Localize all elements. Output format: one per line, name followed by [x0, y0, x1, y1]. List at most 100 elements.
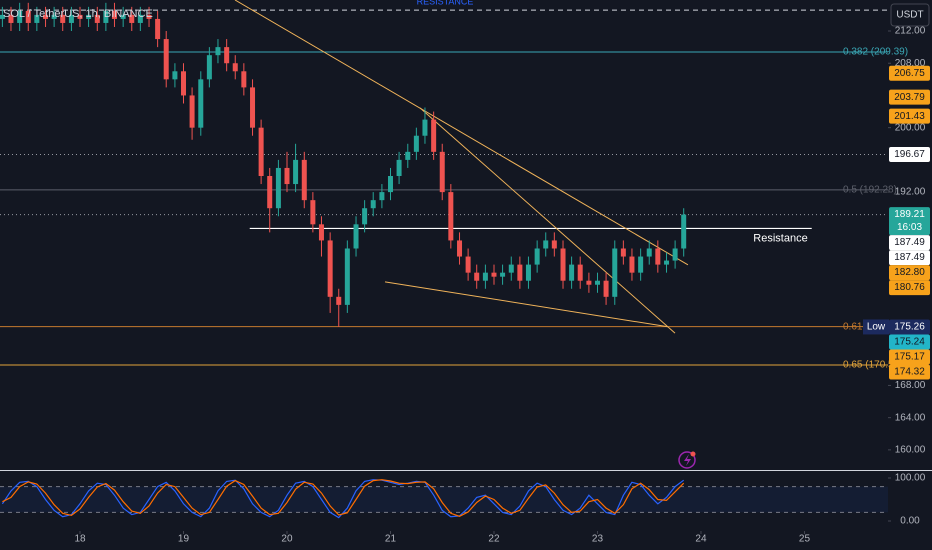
candle-body [189, 95, 195, 128]
candle-body [362, 208, 368, 225]
price-badge [889, 235, 930, 251]
candle-body [241, 71, 247, 88]
price-badge [889, 108, 930, 124]
price-badge-label: 203.79 [894, 92, 925, 103]
candle-body [664, 260, 670, 265]
price-badge [889, 265, 930, 281]
y-tick-label: 208.00 [895, 58, 926, 69]
candle-body [465, 256, 471, 273]
drawings: 0.382 (209.39)0.5 (192.28)0.618 (175.0.6… [0, 0, 908, 371]
x-tick-label: 20 [281, 534, 293, 545]
oscillator-line [1, 479, 685, 519]
candle-body [0, 14, 5, 19]
candle-body [206, 55, 212, 80]
price-badge-label: 206.75 [894, 68, 925, 79]
candle-body [250, 87, 256, 128]
fib-label: 0.5 (192.28) [843, 184, 897, 195]
x-tick-label: 22 [488, 534, 500, 545]
candle-body [681, 214, 687, 249]
candle-body [111, 10, 117, 19]
candle-body [457, 240, 463, 257]
candle-body [224, 47, 230, 64]
candle-body [275, 167, 281, 209]
price-badge [889, 207, 930, 236]
price-badge-sub: 16:03 [897, 222, 922, 233]
candle-body [146, 14, 152, 19]
candle-body [51, 14, 57, 19]
candle-body [638, 256, 644, 273]
candle-body [508, 264, 514, 273]
candle-body [267, 175, 273, 209]
y-tick-label: 168.00 [895, 380, 926, 391]
y-tick-label: 200.00 [895, 122, 926, 133]
candle-body [344, 248, 350, 305]
candle-body [551, 240, 557, 249]
price-badge-label: 189.21 [894, 209, 925, 220]
candle-body [215, 47, 221, 56]
x-tick-label: 25 [799, 534, 811, 545]
candle-body [232, 63, 238, 72]
alert-bolt [684, 454, 691, 466]
candle-body [94, 14, 100, 23]
oscillator-line [2, 479, 685, 517]
candle-body [301, 159, 307, 201]
price-badge [889, 364, 930, 380]
currency-button[interactable] [890, 3, 930, 27]
candle-body [569, 264, 575, 281]
candle-body [163, 39, 169, 80]
candle-body [431, 119, 437, 152]
x-tick-label: 18 [74, 534, 86, 545]
trendline [384, 281, 669, 328]
candle-body [198, 79, 204, 128]
y-tick-label: 192.00 [895, 187, 926, 198]
candle-body [34, 14, 40, 23]
price-badge-label: 180.76 [894, 282, 925, 293]
candle-body [155, 18, 161, 40]
currency-label: USDT [896, 10, 923, 21]
candle-body [396, 159, 402, 176]
candle-body [543, 240, 549, 249]
candle-body [293, 159, 299, 185]
candle-body [68, 14, 74, 23]
candle-body [43, 14, 49, 19]
x-tick-label: 19 [178, 534, 190, 545]
candle-body [77, 14, 83, 19]
chart-title: SOL / TetherUS, 1h, BINANCE [3, 8, 153, 20]
price-badge [889, 349, 930, 365]
candle-body [370, 200, 376, 209]
candle-body [603, 280, 609, 297]
price-badge-tag [863, 319, 889, 335]
trendline [234, 0, 689, 266]
candle-body [120, 14, 126, 19]
candle-body [525, 264, 531, 281]
candle-body [327, 240, 333, 297]
price-badge [889, 250, 930, 266]
candle-body [517, 264, 523, 281]
price-badge-label: 187.49 [894, 252, 925, 263]
price-badge-label: 201.43 [894, 111, 925, 122]
candle-body [560, 248, 566, 281]
price-badge-label: 187.49 [894, 237, 925, 248]
alert-icon[interactable] [678, 451, 696, 469]
candle-body [672, 248, 678, 261]
candle-body [534, 248, 540, 265]
x-tick-label: 24 [695, 534, 707, 545]
candle-body [612, 248, 618, 297]
candle-body [60, 14, 66, 23]
candle-body [620, 248, 626, 257]
price-badge-tag-label: Low [867, 322, 886, 333]
price-badge-label: 196.67 [894, 149, 925, 160]
candle-body [103, 10, 109, 23]
candle-body [594, 280, 600, 285]
candle-body [629, 256, 635, 273]
price-labels: 206.75 203.79 201.43 196.67 189.21 16:03 187.4… [863, 65, 930, 380]
price-badge-label: 175.26 [894, 322, 925, 333]
candle-body [413, 135, 419, 152]
candle-body [318, 224, 324, 241]
price-badge-label: 182.80 [894, 267, 925, 278]
candle-body [129, 14, 135, 23]
oscillator-band [0, 486, 888, 513]
alert-ring [678, 451, 696, 469]
